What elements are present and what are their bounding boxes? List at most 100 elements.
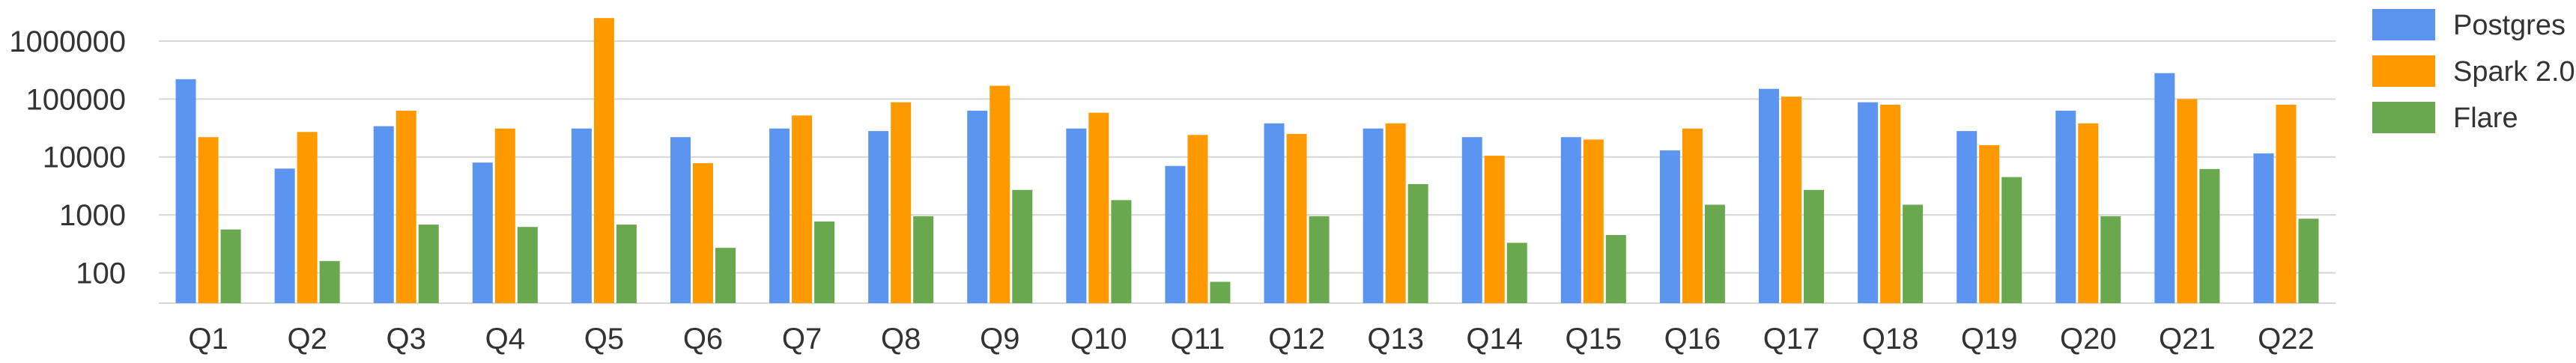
x-tick-label-q8: Q8 bbox=[881, 323, 921, 356]
bar-flare-q4 bbox=[517, 227, 538, 303]
bar-spark-2-0-q5 bbox=[593, 18, 614, 303]
bar-postgres-q4 bbox=[472, 162, 493, 303]
bars bbox=[175, 18, 2319, 304]
bar-spark-2-0-q12 bbox=[1286, 133, 1307, 303]
bar-flare-q3 bbox=[418, 225, 439, 303]
bar-postgres-q5 bbox=[571, 128, 592, 303]
bar-postgres-q16 bbox=[1659, 150, 1680, 303]
bar-spark-2-0-q21 bbox=[2177, 99, 2198, 304]
x-tick-label-q15: Q15 bbox=[1566, 323, 1622, 356]
bar-postgres-q7 bbox=[769, 128, 790, 303]
bar-spark-2-0-q2 bbox=[297, 132, 318, 303]
bar-postgres-q2 bbox=[274, 168, 295, 303]
bar-flare-q22 bbox=[2298, 219, 2319, 303]
bar-flare-q10 bbox=[1111, 200, 1132, 303]
bar-spark-2-0-q13 bbox=[1385, 123, 1406, 303]
x-tick-label-q10: Q10 bbox=[1070, 323, 1127, 356]
bar-spark-2-0-q8 bbox=[891, 102, 912, 303]
bar-postgres-q1 bbox=[175, 79, 196, 303]
x-tick-label-q11: Q11 bbox=[1171, 323, 1225, 356]
bar-postgres-q6 bbox=[670, 137, 691, 303]
x-tick-label-q6: Q6 bbox=[683, 323, 723, 356]
bar-spark-2-0-q1 bbox=[198, 137, 219, 303]
bar-flare-q16 bbox=[1704, 204, 1725, 303]
bar-postgres-q12 bbox=[1264, 123, 1285, 303]
bar-spark-2-0-q22 bbox=[2276, 104, 2297, 303]
x-tick-label-q7: Q7 bbox=[782, 323, 822, 356]
bar-flare-q9 bbox=[1012, 189, 1033, 303]
legend: Postgres Spark 2.0 Flare bbox=[2372, 9, 2575, 134]
bar-postgres-q22 bbox=[2253, 153, 2274, 303]
x-tick-label-q5: Q5 bbox=[584, 323, 624, 356]
legend-swatch-spark-2-0 bbox=[2372, 55, 2435, 87]
x-tick-label-q3: Q3 bbox=[387, 323, 426, 356]
bar-flare-q17 bbox=[1804, 189, 1824, 303]
bar-flare-q18 bbox=[1903, 204, 1924, 303]
bar-postgres-q19 bbox=[1957, 131, 1978, 303]
bar-spark-2-0-q18 bbox=[1880, 104, 1901, 303]
bar-postgres-q21 bbox=[2154, 73, 2175, 304]
bar-flare-q7 bbox=[814, 221, 835, 303]
bar-postgres-q8 bbox=[868, 131, 889, 303]
bar-flare-q21 bbox=[2199, 168, 2220, 303]
x-tick-label-q18: Q18 bbox=[1862, 323, 1919, 356]
bar-spark-2-0-q3 bbox=[396, 110, 416, 303]
bar-spark-2-0-q16 bbox=[1682, 128, 1703, 303]
bar-spark-2-0-q19 bbox=[1979, 144, 2000, 303]
bar-flare-q11 bbox=[1210, 281, 1231, 303]
bar-spark-2-0-q15 bbox=[1583, 139, 1604, 303]
bar-flare-q5 bbox=[616, 225, 637, 303]
x-tick-label-q17: Q17 bbox=[1763, 323, 1820, 356]
x-tick-label-q16: Q16 bbox=[1664, 323, 1721, 356]
bar-postgres-q18 bbox=[1858, 102, 1879, 303]
legend-label-spark-2-0: Spark 2.0 bbox=[2453, 56, 2575, 88]
bar-postgres-q9 bbox=[967, 110, 988, 303]
bar-spark-2-0-q17 bbox=[1781, 97, 1801, 303]
bar-postgres-q17 bbox=[1759, 88, 1779, 304]
y-tick-label: 1000 bbox=[59, 199, 126, 232]
x-tick-label-q13: Q13 bbox=[1367, 323, 1424, 356]
x-axis-labels: Q1 Q2 Q3 Q4 Q5 Q6 Q7 Q8 Q9 Q10 Q11 Q12 Q13 Q14 Q15 Q16 Q… bbox=[188, 323, 2314, 356]
bar-spark-2-0-q20 bbox=[2078, 123, 2099, 303]
x-tick-label-q4: Q4 bbox=[485, 323, 525, 356]
bar-spark-2-0-q9 bbox=[990, 85, 1010, 304]
x-tick-label-q14: Q14 bbox=[1466, 323, 1523, 356]
x-tick-label-q22: Q22 bbox=[2258, 323, 2315, 356]
bar-flare-q6 bbox=[715, 248, 736, 303]
bar-flare-q8 bbox=[913, 216, 934, 303]
y-tick-label: 1000000 bbox=[9, 25, 126, 58]
x-tick-label-q12: Q12 bbox=[1268, 323, 1325, 356]
bar-flare-q15 bbox=[1605, 234, 1626, 303]
bar-postgres-q20 bbox=[2055, 110, 2076, 303]
y-tick-label: 100 bbox=[76, 257, 126, 290]
bar-spark-2-0-q14 bbox=[1484, 156, 1505, 303]
bar-spark-2-0-q6 bbox=[693, 163, 713, 303]
y-axis-ticks: 100 1000 10000 100000 1000000 bbox=[9, 25, 126, 290]
bar-flare-q1 bbox=[220, 229, 241, 303]
bar-postgres-q11 bbox=[1165, 165, 1186, 303]
x-tick-label-q21: Q21 bbox=[2159, 323, 2216, 356]
bar-spark-2-0-q11 bbox=[1187, 135, 1208, 303]
bar-spark-2-0-q4 bbox=[494, 128, 515, 303]
x-tick-label-q2: Q2 bbox=[287, 323, 327, 356]
legend-swatch-flare bbox=[2372, 102, 2435, 133]
bar-flare-q13 bbox=[1407, 183, 1428, 303]
bar-postgres-q10 bbox=[1066, 128, 1087, 303]
bar-spark-2-0-q7 bbox=[792, 115, 813, 303]
bar-postgres-q13 bbox=[1363, 128, 1384, 303]
x-tick-label-q19: Q19 bbox=[1961, 323, 2018, 356]
bar-postgres-q3 bbox=[373, 126, 394, 303]
bar-spark-2-0-q10 bbox=[1088, 112, 1109, 303]
bar-flare-q20 bbox=[2100, 216, 2121, 303]
y-tick-label: 100000 bbox=[26, 83, 126, 116]
x-tick-label-q20: Q20 bbox=[2060, 323, 2117, 356]
x-tick-label-q9: Q9 bbox=[980, 323, 1019, 356]
bar-flare-q19 bbox=[2001, 177, 2022, 303]
legend-label-postgres: Postgres bbox=[2453, 10, 2566, 41]
x-tick-label-q1: Q1 bbox=[188, 323, 228, 356]
legend-swatch-postgres bbox=[2372, 9, 2435, 40]
bar-flare-q12 bbox=[1309, 216, 1330, 303]
bar-postgres-q14 bbox=[1461, 137, 1482, 303]
legend-label-flare: Flare bbox=[2453, 103, 2518, 134]
